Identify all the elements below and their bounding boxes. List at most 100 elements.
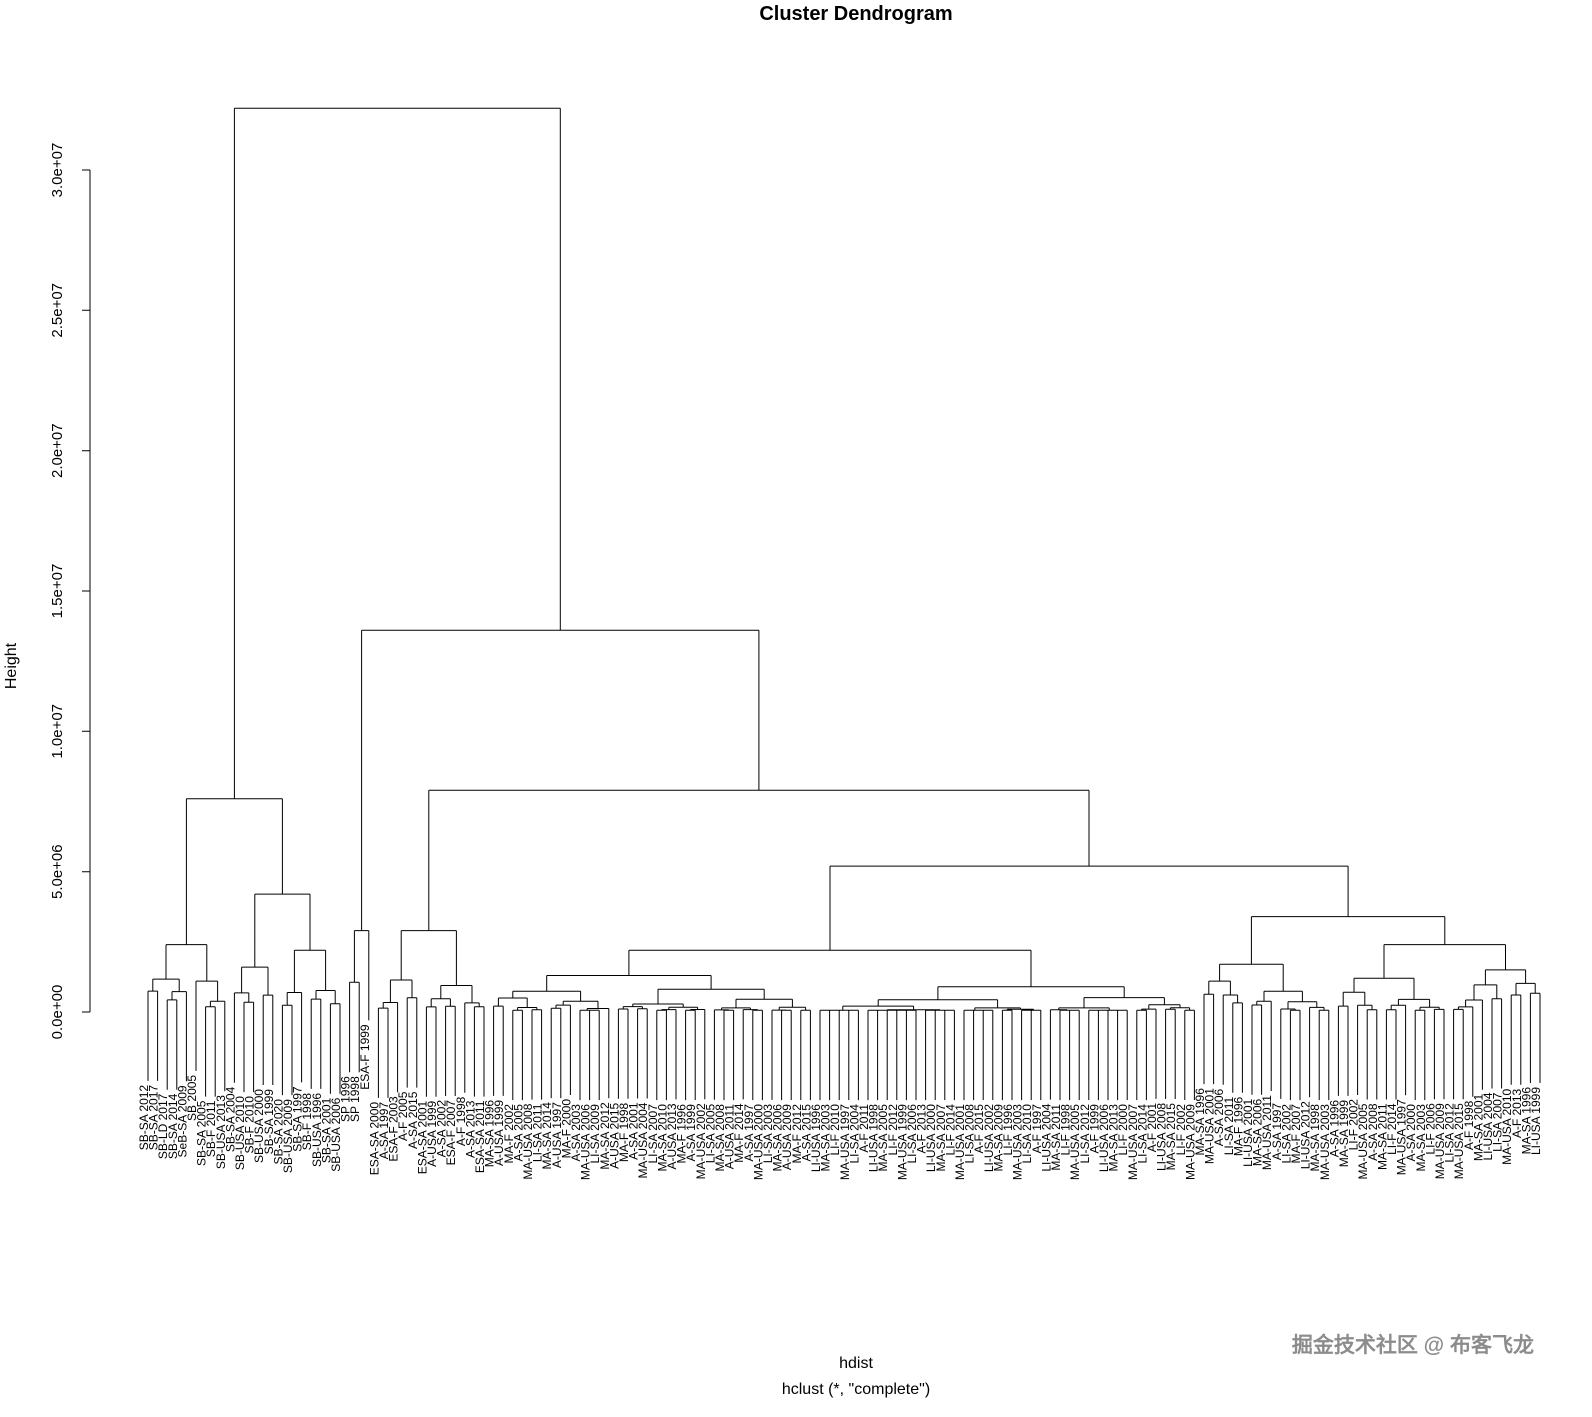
leaf-label: MA-USA 2011 (1260, 1095, 1274, 1170)
leaf-label: LI-SA 2014 (1135, 1104, 1149, 1164)
leaf-label: MA-USA 2009 (1433, 1103, 1447, 1179)
leaf-label: MA-F 2002 (502, 1104, 516, 1164)
leaf-label: A-SA 1996 (1327, 1100, 1341, 1158)
leaf-label: MA-SA 2008 (713, 1104, 727, 1172)
leaf-label: SP 1998 (348, 1076, 362, 1122)
leaf-label: MA-SA 2014 (540, 1102, 554, 1170)
leaf-label: SB-SA 2012 (137, 1085, 151, 1151)
leaf-label: ESA-F 2007 (444, 1100, 458, 1166)
leaf-label: LI-USA 2008 (1155, 1103, 1169, 1171)
leaf-label: SB-USA 2006 (329, 1097, 343, 1171)
leaf-label: A-F 1998 (454, 1096, 468, 1146)
y-axis: 0.0e+00 5.0e+06 1.0e+07 1.5e+07 2.0e+07 2.5e+… (49, 143, 91, 1040)
leaf-label: LI-F 2010 (828, 1104, 842, 1156)
leaf-label: ESA-SA 2001 (415, 1100, 429, 1174)
leaf-label: SB-USA 2000 (252, 1089, 266, 1163)
leaf-label: SB-SA 2005 (195, 1100, 209, 1166)
x-axis-sublabel: hclust (*, "complete") (782, 1381, 930, 1398)
leaf-label: MA-SA 2011 (1375, 1103, 1389, 1170)
leaf-label: MA-SA 2011 (1049, 1104, 1063, 1171)
leaf-label: MA-SA 2013 (1107, 1104, 1121, 1172)
leaf-label: LI-SA 2009 (588, 1104, 602, 1164)
leaf-label: LI-F 2012 (886, 1104, 900, 1156)
leaf-label: A-SA 1999 (684, 1104, 698, 1162)
leaf-label: MA-USA 2000 (751, 1104, 765, 1180)
leaf-label: MA-USA 2005 (1068, 1104, 1082, 1180)
leaf-label: MA-F 1996 (675, 1104, 689, 1164)
leaf-label: LI-SA 2003 (761, 1104, 775, 1164)
leaf-label: MA-SA 2001 (1471, 1093, 1485, 1161)
leaf-label: A-SA 2001 (627, 1102, 641, 1160)
leaf-label: MA-USA 1997 (1395, 1099, 1409, 1175)
leaf-label: A-F 2005 (396, 1091, 410, 1141)
leaf-label: MA-USA 2006 (579, 1104, 593, 1180)
leaf-label: A-F 2013 (915, 1104, 929, 1154)
leaf-label: LI-SA 2007 (646, 1104, 660, 1164)
leaf-label: MA-F 2014 (732, 1103, 746, 1163)
leaf-label: LI-USA 1998 (867, 1104, 881, 1172)
leaf-label: LI-USA 2006 (1097, 1104, 1111, 1172)
leaf-label: MA-SA 2006 (1251, 1098, 1265, 1166)
leaf-label: ESA-SA 2000 (367, 1102, 381, 1176)
y-tick-label: 2.5e+07 (49, 283, 66, 338)
leaf-label: A-F 2015 (972, 1104, 986, 1154)
leaf-label: A-USA 1999 (425, 1100, 439, 1166)
leaf-label: LI-F 1996 (1001, 1104, 1015, 1156)
leaf-label: A-USA 1999 (492, 1100, 506, 1166)
y-tick-label: 1.5e+07 (49, 564, 66, 619)
leaf-label: SB-SA 2020 (271, 1099, 285, 1165)
leaf-label: MA-SA 2009 (991, 1104, 1005, 1172)
y-tick-label: 3.0e+07 (49, 143, 66, 198)
leaf-label: MA-USA 2002 (694, 1103, 708, 1179)
leaf-label: MA-USA 2009 (1183, 1104, 1197, 1180)
leaf-label: SB-SA 1997 (291, 1086, 305, 1152)
dendrogram-tree (147, 107, 1541, 1101)
leaf-label: LI-SA 2011 (531, 1103, 545, 1162)
leaf-label: MA-SA 2007 (934, 1104, 948, 1172)
leaf-label: MA-F 1996 (1231, 1096, 1245, 1156)
leaf-label: LI-F 2002 (1347, 1099, 1361, 1151)
leaf-label: SB-USA 2013 (214, 1095, 228, 1169)
leaf-label: MA-USA 2015 (1452, 1103, 1466, 1179)
leaf-label: MA-SA 2003 (819, 1104, 833, 1172)
leaf-label: A-F 1999 (1087, 1104, 1101, 1154)
leaf-label: MA-USA 2003 (1011, 1104, 1025, 1180)
leaf-label: LI-SA 2005 (703, 1103, 717, 1163)
leaf-label: SB-SA 2014 (166, 1093, 180, 1159)
leaf-label: MA-SA 1996 (1193, 1088, 1207, 1156)
leaf-label: SB-USA 2009 (281, 1099, 295, 1173)
leaf-label: SB-LD 2017 (156, 1093, 170, 1159)
leaf-label: LI-USA 2000 (924, 1104, 938, 1172)
leaf-label: SeB-SA 2009 (175, 1085, 189, 1157)
leaf-label: LI-F 2014 (943, 1104, 957, 1156)
y-tick-label: 0.0e+00 (49, 985, 66, 1040)
leaf-label: LI-USA 1999 (1529, 1087, 1543, 1155)
leaf-label: LI-USA 2001 (1241, 1098, 1255, 1166)
leaf-label: A-SA 2006 (1212, 1088, 1226, 1146)
y-tick-label: 2.0e+07 (49, 423, 66, 478)
leaf-label: LI-SA 2007 (1491, 1092, 1505, 1152)
y-tick-label: 1.0e+07 (49, 704, 66, 759)
leaf-label: LI-F 2002 (1174, 1104, 1188, 1156)
leaf-label: LI-SA 2012 (1078, 1104, 1092, 1164)
watermark: 掘金技术社区 @ 布客飞龙 (1292, 1333, 1534, 1357)
leaf-label: SB-F 2010 (243, 1096, 257, 1154)
leaf-label: LI-USA 2002 (982, 1104, 996, 1172)
leaf-label: MA-USA 2010 (1500, 1088, 1514, 1164)
leaf-label: A-SA 2015 (799, 1104, 813, 1162)
leaf-label: A-SA 2005 (511, 1104, 525, 1162)
leaf-label: A-SA 1997 (377, 1102, 391, 1160)
y-axis-line (82, 169, 91, 1013)
leaf-label: A-F 2013 (1510, 1088, 1524, 1138)
leaf-label: A-SA 1997 (1270, 1103, 1284, 1161)
leaf-label: MA-SA 2015 (1164, 1103, 1178, 1171)
leaf-label: LI-SA 2002 (1279, 1104, 1293, 1164)
leaf-label: MA-F 2012 (790, 1104, 804, 1164)
leaf-label: SB-USA 1996 (310, 1093, 324, 1167)
leaf-label: MA-SA 1996 (1519, 1087, 1533, 1155)
y-tick-label: 5.0e+06 (49, 844, 66, 899)
leaf-label: MA-SA 2006 (771, 1104, 785, 1172)
leaf-label: MA-SA 1996 (483, 1100, 497, 1168)
